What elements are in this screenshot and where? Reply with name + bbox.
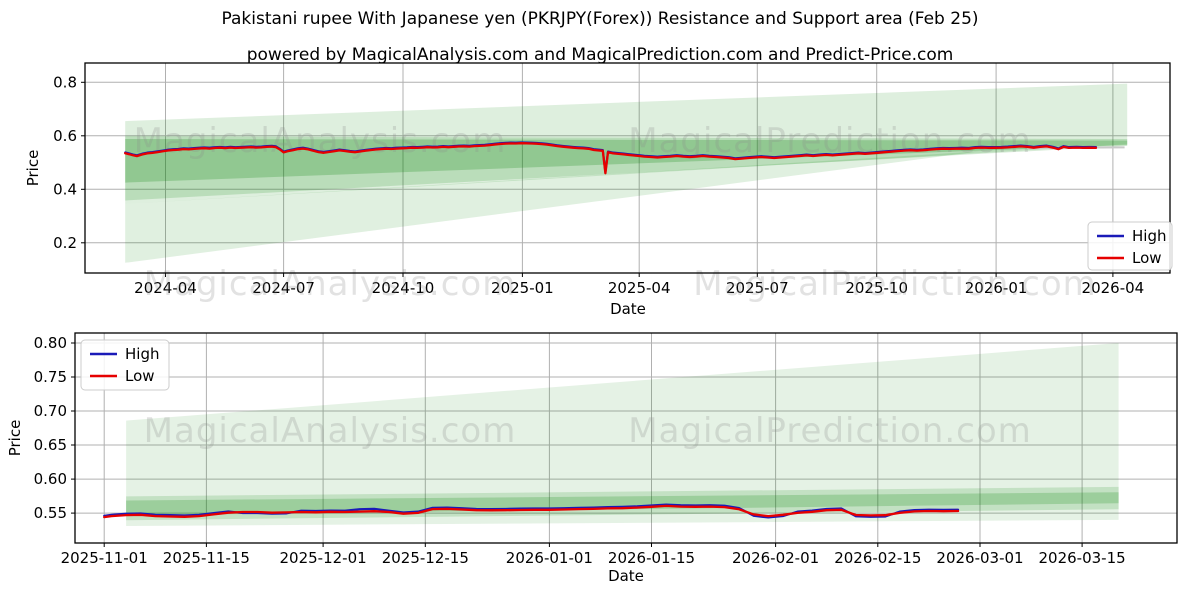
y-axis-label: Price — [24, 150, 42, 187]
chart-subtitle: powered by MagicalAnalysis.com and Magic… — [246, 45, 954, 65]
x-tick-label: 2024-04 — [134, 279, 197, 297]
x-tick-label: 2025-10 — [845, 279, 908, 297]
legend-low-label: Low — [1132, 249, 1162, 267]
x-tick-label: 2025-01 — [491, 279, 554, 297]
legend: High Low — [1087, 221, 1173, 271]
legend-box — [80, 339, 170, 391]
plot-border — [74, 332, 1178, 544]
y-tick-label: 0.75 — [34, 368, 67, 386]
plot-border — [84, 62, 1171, 274]
y-tick-label: 0.65 — [34, 436, 67, 454]
y-tick-label: 0.60 — [34, 470, 67, 488]
chart-title: Pakistani rupee With Japanese yen (PKRJP… — [221, 9, 979, 29]
legend: High Low — [80, 339, 170, 391]
x-axis-label: Date — [608, 567, 644, 585]
y-tick-label: 0.55 — [34, 504, 67, 522]
y-tick-label: 0.6 — [53, 127, 77, 145]
watermark-text: MagicalAnalysis.com — [144, 411, 517, 451]
full-history-chart: 2024-04 2024-07 2024-10 2025-01 2025-04 2025-… — [24, 62, 1173, 318]
x-tick-label: 2024-10 — [372, 279, 435, 297]
watermark-text: MagicalPrediction.com — [628, 411, 1032, 451]
y-axis-label: Price — [6, 420, 24, 457]
y-tick-label: 0.2 — [53, 234, 77, 252]
support-wedge-light — [125, 151, 981, 263]
x-tick-label: 2026-02-15 — [834, 549, 921, 567]
y-tick-label: 0.80 — [34, 334, 67, 352]
legend-low-label: Low — [125, 367, 155, 385]
x-tick-label: 2025-11-15 — [163, 549, 250, 567]
watermark-text: MagicalPrediction.com — [693, 264, 1097, 304]
x-tick-label: 2025-04 — [608, 279, 671, 297]
y-tick-label: 0.4 — [53, 180, 77, 198]
low-line — [103, 504, 960, 519]
x-tick-label: 2025-12-01 — [280, 549, 367, 567]
legend-high-label: High — [1132, 227, 1166, 245]
x-tick-label: 2026-01-15 — [608, 549, 695, 567]
x-tick-label: 2026-02-01 — [732, 549, 819, 567]
x-tick-label: 2025-07 — [726, 279, 789, 297]
y-tick-label: 0.8 — [53, 73, 77, 91]
low-line — [124, 142, 1098, 175]
x-tick-label: 2024-07 — [252, 279, 315, 297]
x-axis-label: Date — [610, 300, 646, 318]
x-tick-label: 2026-03-01 — [936, 549, 1023, 567]
x-tick-label: 2026-03-15 — [1039, 549, 1126, 567]
x-tick-label: 2025-11-01 — [61, 549, 148, 567]
x-tick-label: 2026-01 — [965, 279, 1028, 297]
recent-zoom-chart: 2025-11-01 2025-11-15 2025-12-01 2025-12-15… — [6, 332, 1178, 585]
watermark-text: MagicalAnalysis.com — [134, 121, 507, 161]
x-tick-label: 2026-04 — [1082, 279, 1145, 297]
resistance-fan-light — [126, 343, 1119, 526]
x-tick-label: 2025-12-15 — [382, 549, 469, 567]
legend-high-label: High — [125, 345, 159, 363]
watermark-text: MagicalAnalysis.com — [144, 264, 517, 304]
resistance-fan-light — [125, 83, 1128, 204]
x-tick-label: 2026-01-01 — [506, 549, 593, 567]
y-tick-label: 0.70 — [34, 402, 67, 420]
